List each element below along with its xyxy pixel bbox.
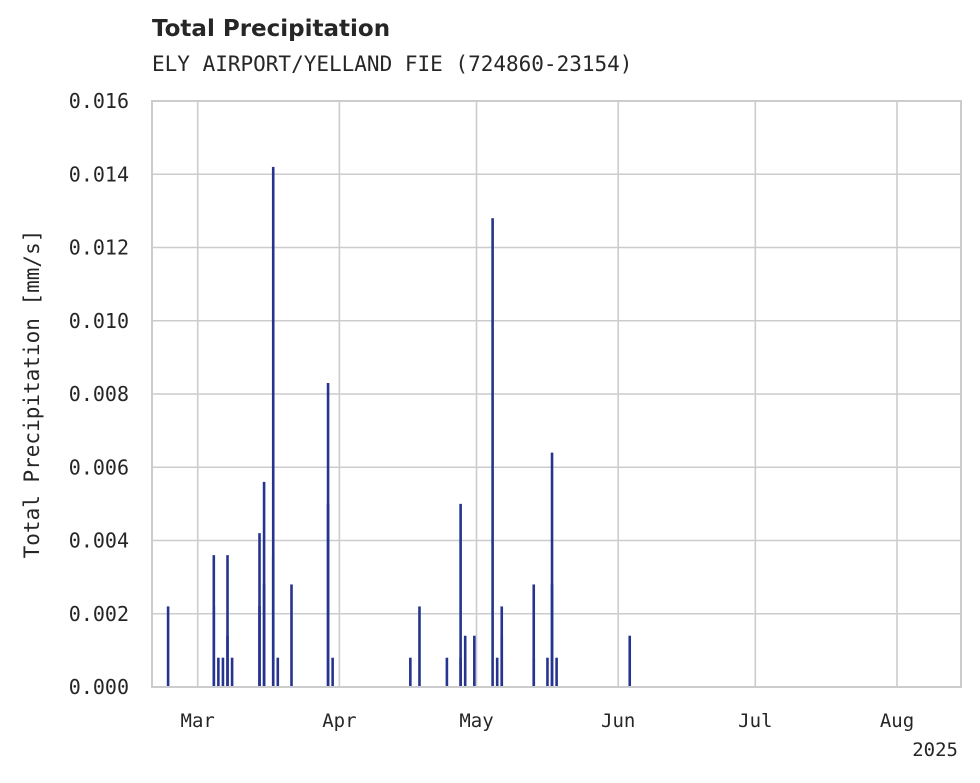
precip-bar [546, 657, 549, 687]
y-tick-label: 0.004 [69, 529, 129, 553]
y-tick-label: 0.014 [69, 162, 129, 186]
precip-bar [473, 635, 476, 687]
precip-bar [445, 657, 449, 687]
bars [166, 166, 632, 688]
y-tick-label: 0.006 [69, 455, 129, 479]
precip-bar [276, 657, 280, 687]
chart-subtitle: ELY AIRPORT/YELLAND FIE (724860-23154) [152, 52, 633, 76]
precip-bar [226, 635, 229, 687]
x-tick-labels: Mar Apr May Jun Jul Aug [181, 710, 915, 732]
precip-bar [500, 635, 504, 687]
precip-bar [628, 635, 632, 687]
grid-lines [152, 101, 961, 687]
precip-bar [226, 555, 229, 687]
precip-bar [326, 383, 330, 687]
y-tick-label: 0.008 [69, 382, 129, 406]
x-tick-label: Aug [880, 710, 914, 732]
y-tick-label: 0.010 [69, 309, 129, 333]
x-tick-label: Mar [181, 710, 215, 732]
chart-title: Total Precipitation [152, 16, 391, 42]
x-tick-label: Jul [738, 710, 772, 732]
precip-bar [495, 657, 499, 687]
x-tick-label: Jun [601, 710, 635, 732]
precip-bar [491, 218, 494, 687]
x-tick-label: Apr [322, 710, 356, 732]
precip-bar [262, 584, 266, 687]
precip-bar [409, 657, 412, 687]
precip-bar [532, 584, 536, 687]
plot-frame [151, 100, 962, 688]
precip-bar [230, 657, 234, 687]
precip-bar [418, 606, 421, 687]
precip-bar [331, 657, 334, 687]
y-tick-labels: 0.000 0.002 0.004 0.006 0.008 0.010 0.012 0.014… [69, 89, 129, 699]
y-tick-label: 0.016 [69, 89, 129, 113]
y-axis-label: Total Precipitation [mm/s] [20, 230, 44, 559]
precip-bar [258, 606, 261, 687]
precip-bar [217, 657, 220, 687]
y-tick-label: 0.000 [69, 675, 129, 699]
precip-bar [290, 584, 293, 687]
y-tick-label: 0.002 [69, 602, 129, 626]
precip-bar [212, 555, 216, 687]
x-tick-label: May [459, 710, 493, 732]
precip-bar [271, 555, 275, 687]
precip-bar [459, 503, 462, 687]
precip-bar [271, 166, 275, 688]
precip-bar [463, 635, 467, 687]
precip-bar [555, 657, 558, 687]
y-tick-label: 0.012 [69, 236, 129, 260]
precip-bar [550, 584, 554, 687]
precip-bar [550, 452, 554, 687]
precip-bar [221, 657, 225, 687]
x-offset-label: 2025 [912, 739, 958, 761]
precip-bar [166, 606, 170, 687]
precip-bar [532, 657, 536, 687]
